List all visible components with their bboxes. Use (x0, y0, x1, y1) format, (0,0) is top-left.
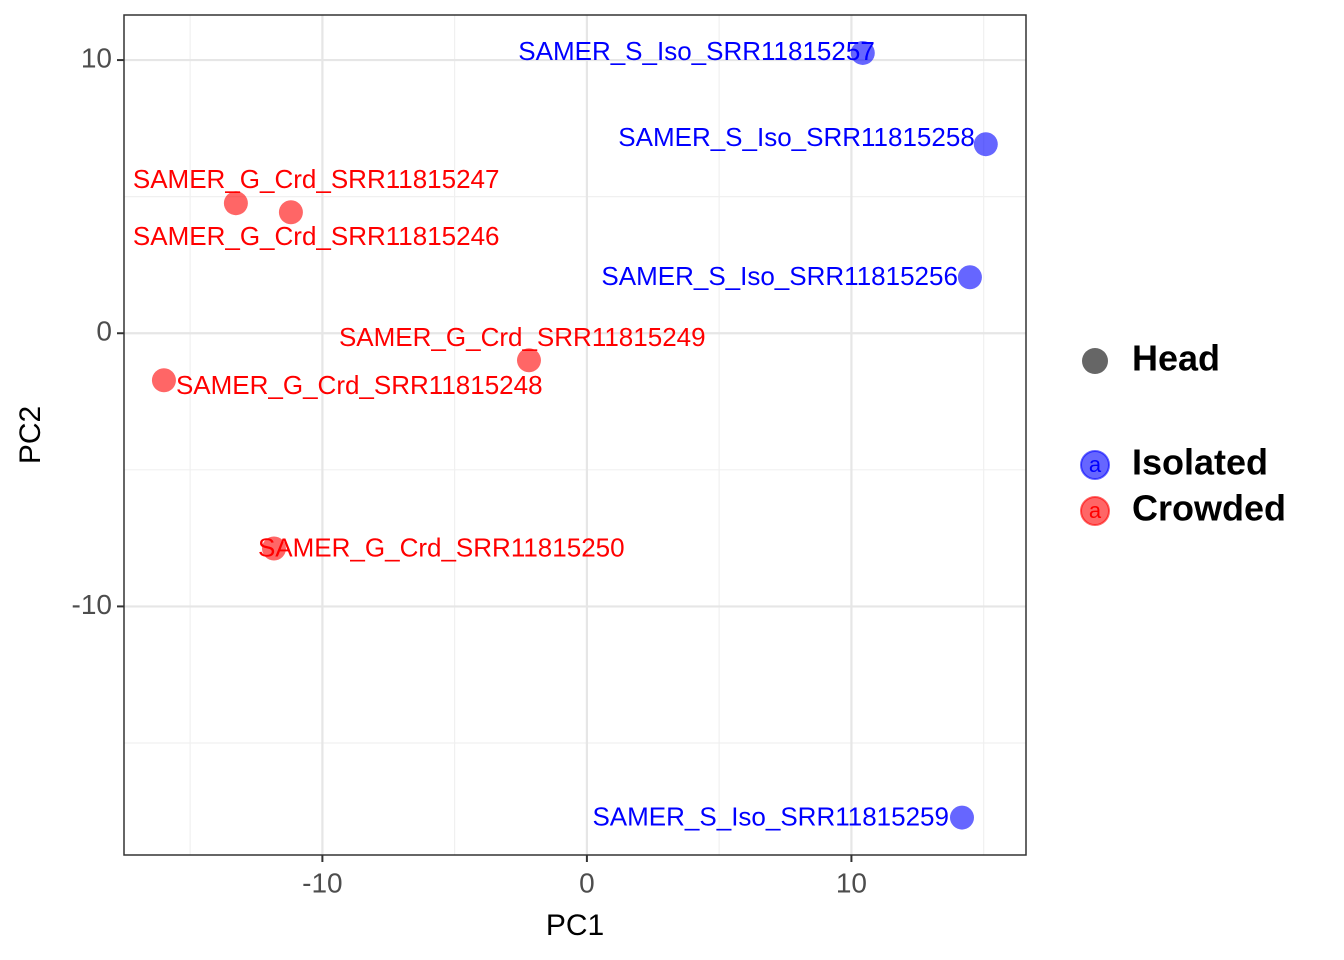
x-tick-label: 10 (836, 867, 867, 898)
point (949, 805, 974, 830)
point-label: SAMER_S_Iso_SRR11815257 (518, 36, 875, 66)
x-axis-label: PC1 (546, 909, 604, 942)
legend-key-text: a (1089, 452, 1102, 477)
point-label: SAMER_S_Iso_SRR11815259 (592, 801, 949, 831)
point-label: SAMER_G_Crd_SRR11815249 (339, 322, 706, 352)
legend-key (1080, 496, 1110, 526)
y-tick-label: 0 (96, 316, 112, 347)
point-label: SAMER_S_Iso_SRR11815258 (618, 122, 975, 152)
point-label: SAMER_G_Crd_SRR11815246 (133, 221, 500, 251)
point (261, 536, 286, 561)
point (278, 200, 303, 225)
point-label: SAMER_G_Crd_SRR11815247 (133, 164, 500, 194)
point-label: SAMER_G_Crd_SRR11815250 (258, 532, 625, 562)
y-tick-label: 10 (81, 42, 112, 73)
x-tick-label: 0 (579, 867, 595, 898)
panel-border (123, 14, 1027, 856)
point (151, 368, 176, 393)
x-tick-label: -10 (302, 867, 342, 898)
legend-key-text: a (1089, 498, 1102, 523)
legend-label: Isolated (1132, 442, 1268, 483)
legend-label: Crowded (1132, 488, 1286, 529)
point (223, 191, 248, 216)
point (516, 348, 541, 373)
y-tick-label: -10 (72, 589, 112, 620)
point (957, 265, 982, 290)
y-axis-label: PC2 (14, 406, 47, 464)
point-label: SAMER_S_Iso_SRR11815256 (601, 261, 958, 291)
legend-label: Head (1132, 338, 1220, 379)
legend-key (1080, 450, 1110, 480)
point-label: SAMER_G_Crd_SRR11815248 (176, 370, 543, 400)
panel (124, 15, 1026, 855)
legend-key (1082, 348, 1108, 374)
point (973, 132, 998, 157)
point (850, 40, 875, 65)
